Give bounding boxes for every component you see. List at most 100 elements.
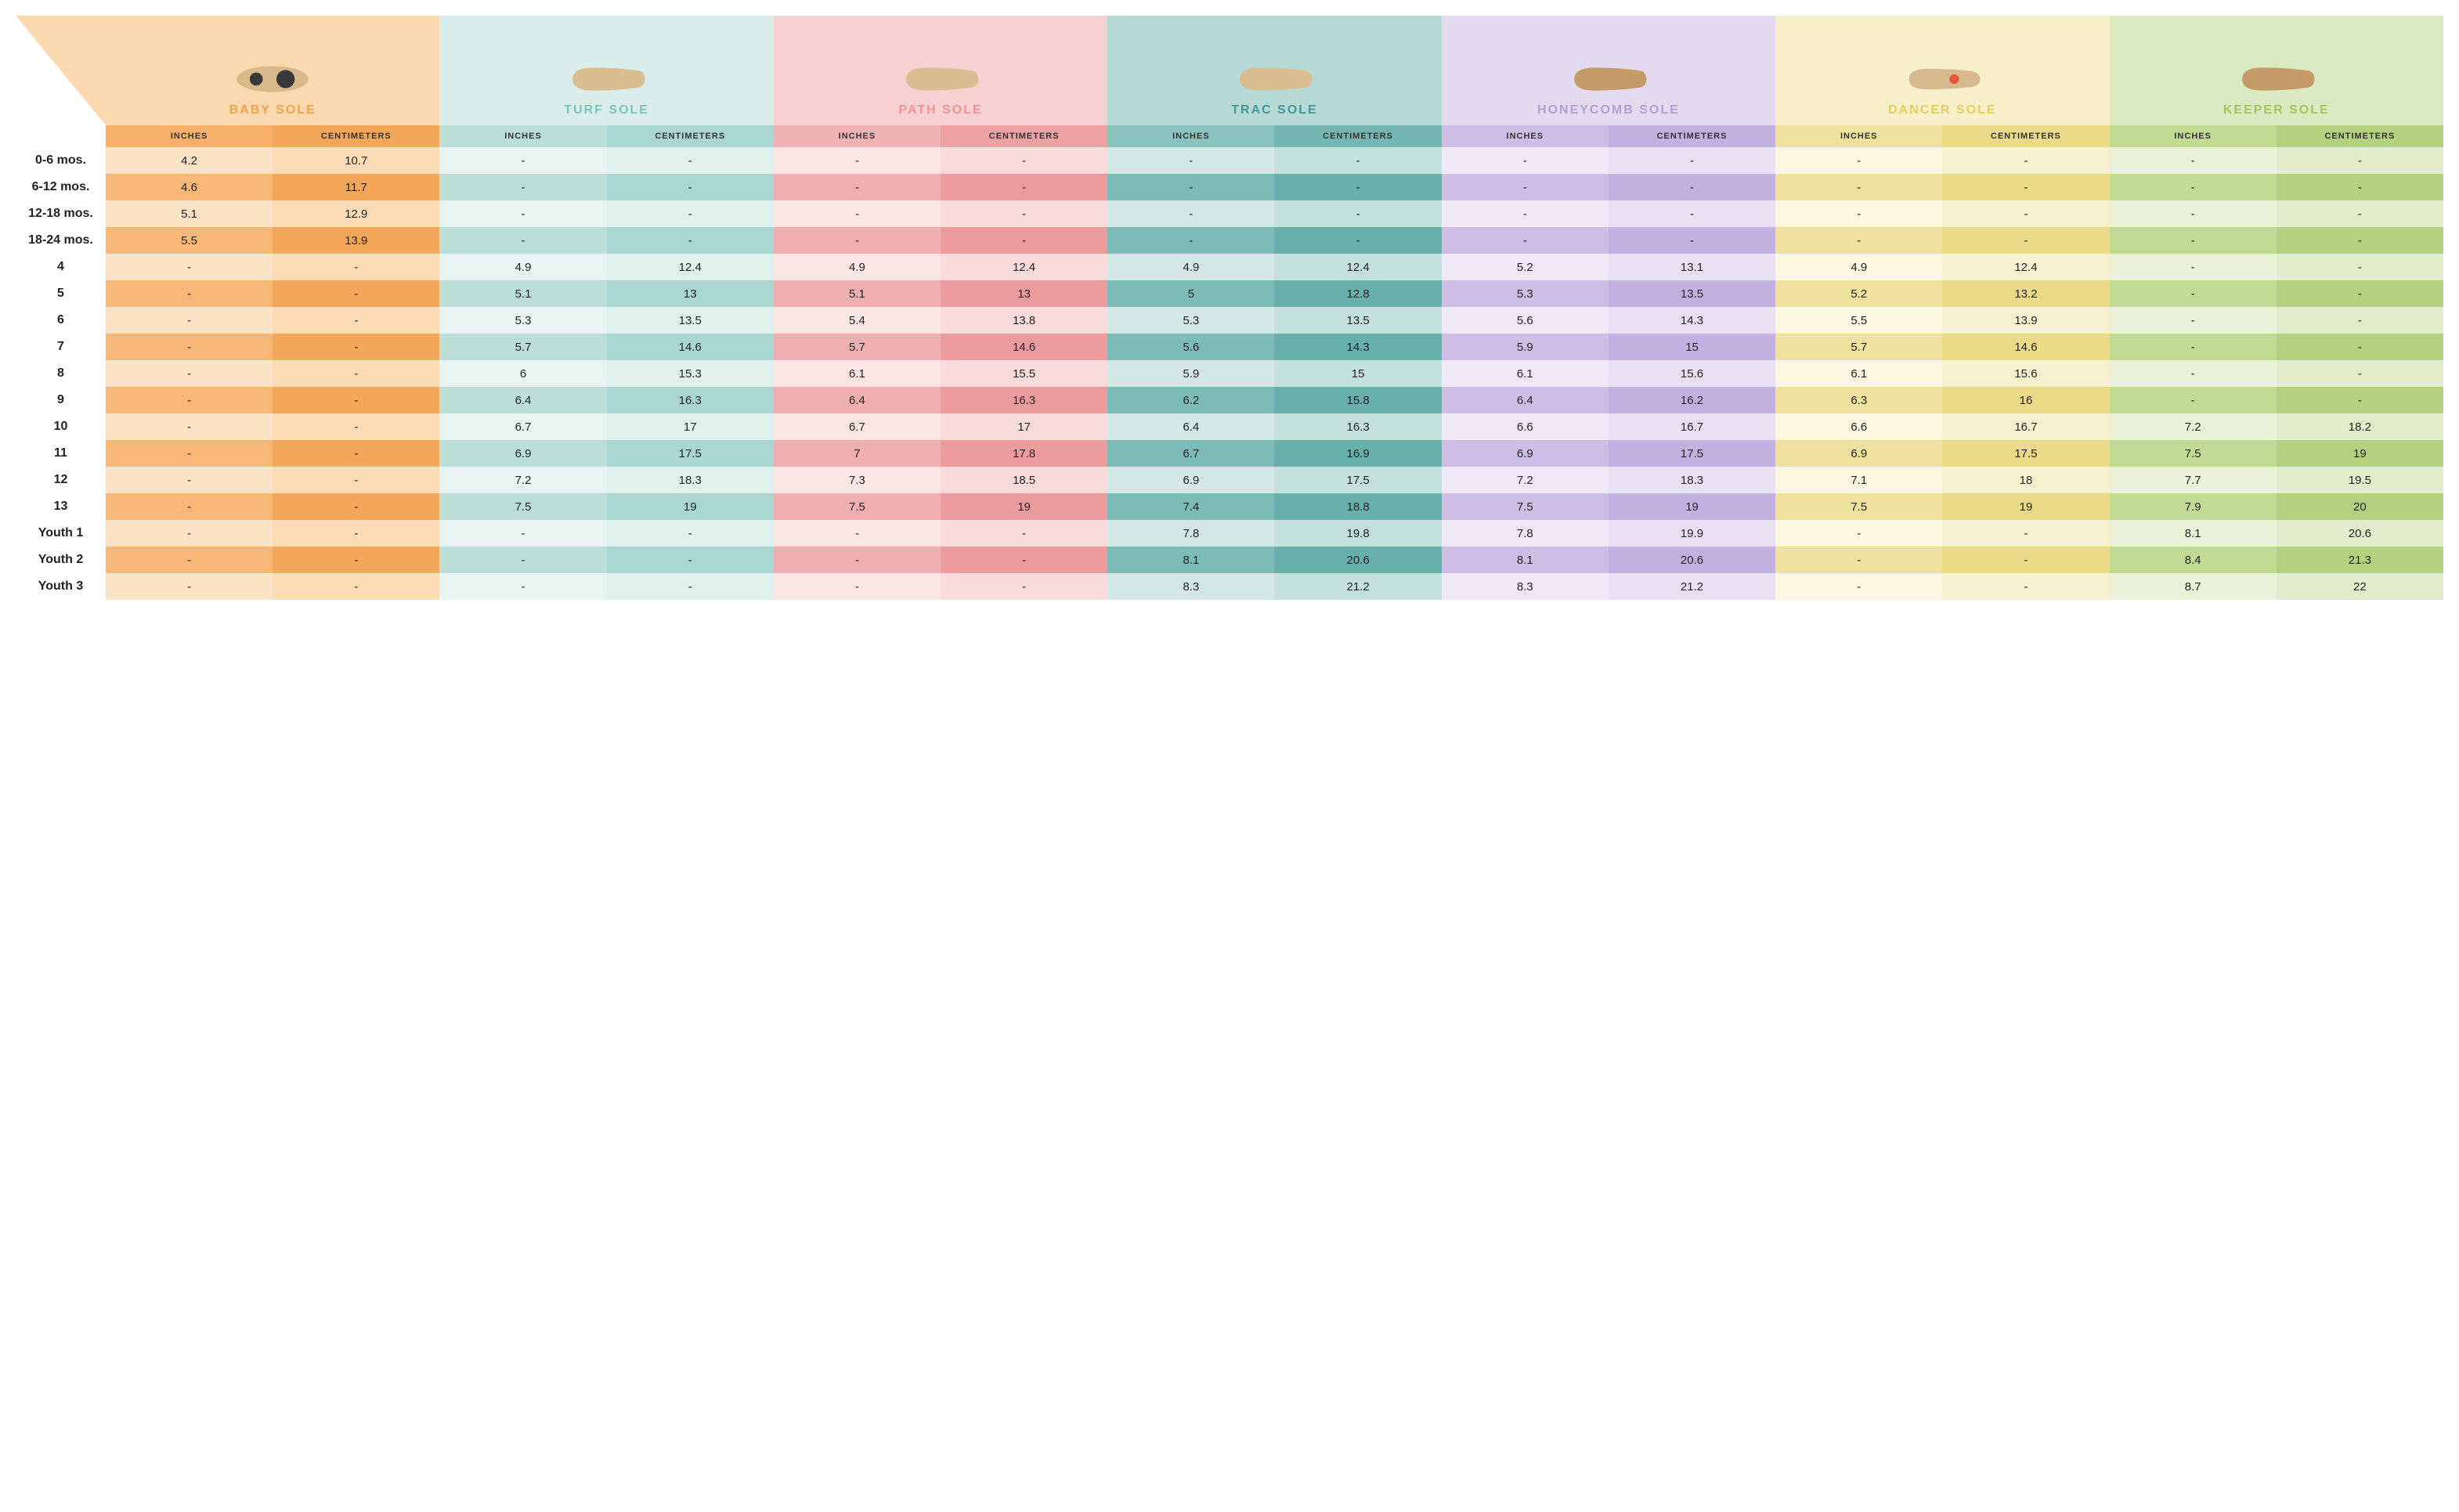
value-cm: 14.6 bbox=[1942, 334, 2109, 360]
value-inches: 5.7 bbox=[774, 334, 941, 360]
cell-path: -- bbox=[774, 174, 1107, 200]
sub-inches: INCHES bbox=[2110, 125, 2277, 147]
cell-turf: 7.218.3 bbox=[439, 467, 773, 493]
value-cm: - bbox=[2277, 254, 2443, 280]
value-inches: 7.5 bbox=[2110, 440, 2277, 467]
cell-honeycomb: 6.115.6 bbox=[1442, 360, 1775, 387]
value-inches: 6.6 bbox=[1775, 413, 1942, 440]
sole-label: PATH SOLE bbox=[898, 103, 982, 117]
value-inches: 7.7 bbox=[2110, 467, 2277, 493]
value-inches: 7.8 bbox=[1107, 520, 1274, 547]
cell-turf: -- bbox=[439, 573, 773, 600]
cell-baby: -- bbox=[106, 440, 439, 467]
size-label: 6-12 mos. bbox=[16, 174, 106, 200]
value-cm: - bbox=[273, 360, 439, 387]
value-cm: - bbox=[273, 493, 439, 520]
value-inches: - bbox=[1442, 174, 1609, 200]
size-label: 18-24 mos. bbox=[16, 227, 106, 254]
value-inches: 7.2 bbox=[439, 467, 606, 493]
cell-dancer: -- bbox=[1775, 520, 2109, 547]
cell-path: 7.519 bbox=[774, 493, 1107, 520]
value-inches: - bbox=[106, 280, 273, 307]
sub-cm: CENTIMETERS bbox=[2277, 125, 2443, 147]
cell-trac: 7.819.8 bbox=[1107, 520, 1441, 547]
value-inches: 6.4 bbox=[439, 387, 606, 413]
value-inches: 5.9 bbox=[1107, 360, 1274, 387]
value-inches: 8.1 bbox=[2110, 520, 2277, 547]
sub-cm: CENTIMETERS bbox=[1609, 125, 1775, 147]
value-cm: - bbox=[2277, 147, 2443, 174]
sole-header-trac: TRAC SOLE bbox=[1107, 16, 1441, 125]
sub-inches: INCHES bbox=[439, 125, 606, 147]
value-inches: - bbox=[1775, 147, 1942, 174]
value-inches: - bbox=[1442, 227, 1609, 254]
value-inches: 7.1 bbox=[1775, 467, 1942, 493]
value-cm: 15 bbox=[1609, 334, 1775, 360]
value-inches: 8.7 bbox=[2110, 573, 2277, 600]
value-cm: - bbox=[1609, 174, 1775, 200]
cell-turf: 5.113 bbox=[439, 280, 773, 307]
value-inches: 5.2 bbox=[1775, 280, 1942, 307]
size-label: 9 bbox=[16, 387, 106, 413]
cell-baby: -- bbox=[106, 493, 439, 520]
cell-keeper: 7.920 bbox=[2110, 493, 2443, 520]
cell-trac: 7.418.8 bbox=[1107, 493, 1441, 520]
value-cm: - bbox=[607, 227, 774, 254]
value-cm: 18.8 bbox=[1274, 493, 1441, 520]
value-inches: - bbox=[106, 360, 273, 387]
cell-trac: 6.215.8 bbox=[1107, 387, 1441, 413]
cell-keeper: 8.722 bbox=[2110, 573, 2443, 600]
cell-turf: -- bbox=[439, 520, 773, 547]
value-cm: - bbox=[607, 147, 774, 174]
value-inches: - bbox=[2110, 254, 2277, 280]
value-cm: - bbox=[273, 254, 439, 280]
value-inches: - bbox=[106, 387, 273, 413]
cell-keeper: -- bbox=[2110, 174, 2443, 200]
value-cm: - bbox=[2277, 387, 2443, 413]
value-cm: - bbox=[941, 200, 1107, 227]
value-cm: - bbox=[1942, 200, 2109, 227]
value-inches: - bbox=[106, 307, 273, 334]
value-inches: 5 bbox=[1107, 280, 1274, 307]
value-inches: - bbox=[774, 174, 941, 200]
value-inches: - bbox=[106, 413, 273, 440]
value-inches: - bbox=[1107, 174, 1274, 200]
value-cm: 14.3 bbox=[1274, 334, 1441, 360]
cell-baby: 4.611.7 bbox=[106, 174, 439, 200]
value-inches: 6.1 bbox=[1775, 360, 1942, 387]
value-inches: 7.2 bbox=[2110, 413, 2277, 440]
cell-honeycomb: -- bbox=[1442, 174, 1775, 200]
value-inches: - bbox=[2110, 334, 2277, 360]
value-inches: 6.7 bbox=[1107, 440, 1274, 467]
size-label: Youth 3 bbox=[16, 573, 106, 600]
value-inches: 8.1 bbox=[1442, 547, 1609, 573]
value-cm: 19.9 bbox=[1609, 520, 1775, 547]
value-cm: 11.7 bbox=[273, 174, 439, 200]
value-inches: - bbox=[106, 334, 273, 360]
cell-dancer: 6.316 bbox=[1775, 387, 2109, 413]
cell-honeycomb: -- bbox=[1442, 227, 1775, 254]
value-inches: 7.3 bbox=[774, 467, 941, 493]
value-inches: - bbox=[1775, 227, 1942, 254]
cell-honeycomb: 6.616.7 bbox=[1442, 413, 1775, 440]
value-cm: 18.3 bbox=[607, 467, 774, 493]
value-cm: 20.6 bbox=[1274, 547, 1441, 573]
cell-dancer: -- bbox=[1775, 200, 2109, 227]
cell-dancer: -- bbox=[1775, 227, 2109, 254]
cell-path: 5.113 bbox=[774, 280, 1107, 307]
value-inches: 7.5 bbox=[1442, 493, 1609, 520]
value-cm: 16.7 bbox=[1942, 413, 2109, 440]
cell-path: 6.115.5 bbox=[774, 360, 1107, 387]
value-cm: 13.1 bbox=[1609, 254, 1775, 280]
value-cm: - bbox=[273, 573, 439, 600]
value-inches: 4.9 bbox=[439, 254, 606, 280]
sole-header-turf: TURF SOLE bbox=[439, 16, 773, 125]
value-inches: 6.1 bbox=[774, 360, 941, 387]
value-cm: - bbox=[607, 200, 774, 227]
cell-keeper: -- bbox=[2110, 147, 2443, 174]
value-inches: 7.5 bbox=[774, 493, 941, 520]
value-cm: 19.8 bbox=[1274, 520, 1441, 547]
value-cm: - bbox=[1942, 573, 2109, 600]
value-inches: 8.3 bbox=[1442, 573, 1609, 600]
sub-cm: CENTIMETERS bbox=[273, 125, 439, 147]
